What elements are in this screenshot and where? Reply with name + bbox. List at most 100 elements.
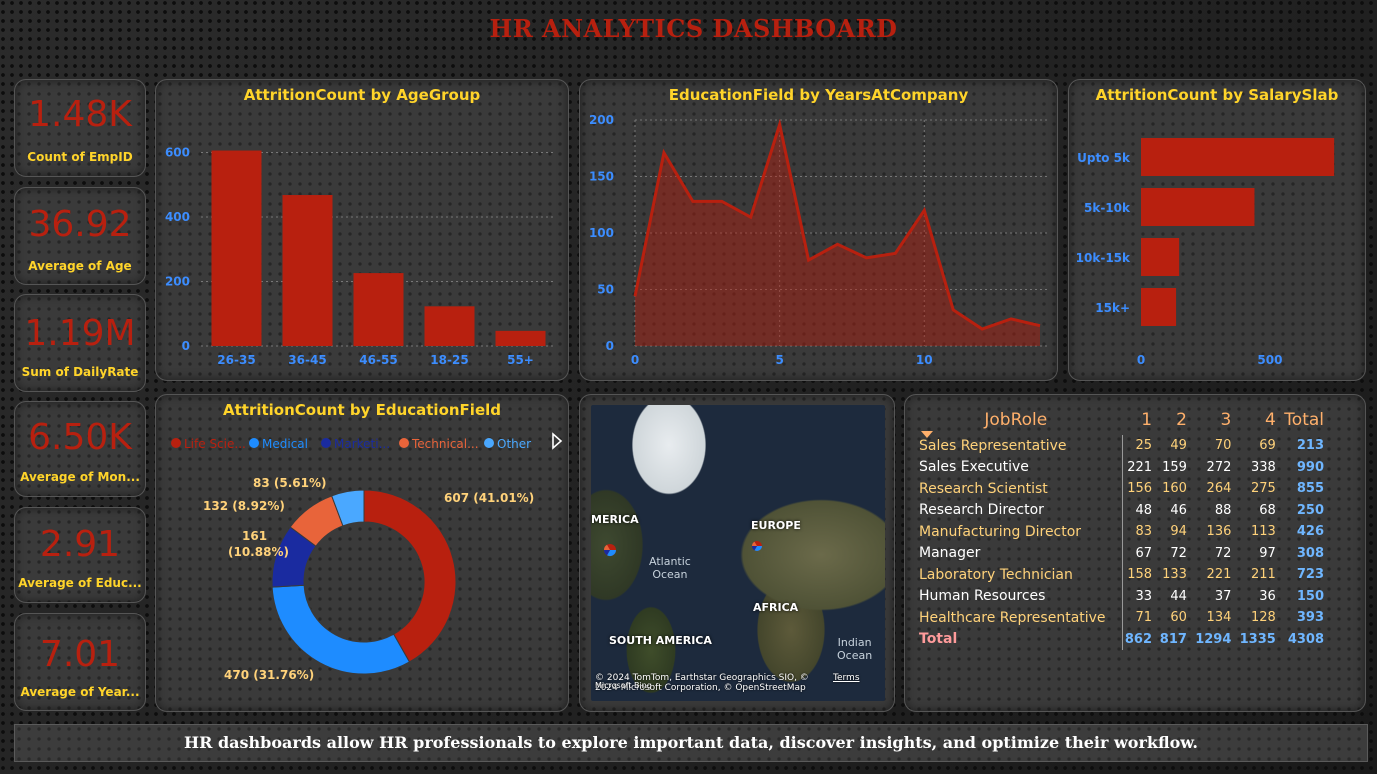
matrix-header-row: JobRole 1 2 3 4 Total bbox=[915, 405, 1330, 435]
matrix-total-value: 817 bbox=[1159, 631, 1187, 647]
matrix-row[interactable]: Sales Representative 25 49 70 69 213 bbox=[915, 435, 1330, 457]
matrix-header-total[interactable]: Total bbox=[1284, 410, 1324, 430]
matrix-cell-value: 213 bbox=[1296, 438, 1324, 454]
matrix-cell-jobrole: Manufacturing Director bbox=[915, 521, 1124, 543]
y-tick-label: 200 bbox=[589, 113, 614, 127]
kpi-label: Average of Educ... bbox=[18, 576, 142, 590]
kpi-card-count-empid[interactable]: 1.48K Count of EmpID bbox=[14, 79, 146, 177]
matrix-cell-value: 990 bbox=[1296, 459, 1324, 475]
y-tick-label: Upto 5k bbox=[1077, 151, 1131, 165]
kpi-card-average-education[interactable]: 2.91 Average of Educ... bbox=[14, 507, 146, 603]
matrix-cell-value: 308 bbox=[1296, 545, 1324, 561]
matrix-row[interactable]: Research Director 48 46 88 68 250 bbox=[915, 499, 1330, 521]
chart-title: AttritionCount by SalarySlab bbox=[1095, 86, 1339, 104]
sort-descending-icon[interactable] bbox=[921, 431, 933, 439]
matrix-cell-value: 855 bbox=[1296, 481, 1324, 497]
matrix-cell-value: 134 bbox=[1206, 610, 1232, 626]
matrix-row[interactable]: Human Resources 33 44 37 36 150 bbox=[915, 585, 1330, 607]
matrix-row[interactable]: Healthcare Representative 71 60 134 128 393 bbox=[915, 607, 1330, 629]
chart-attrition-by-agegroup[interactable]: AttritionCount by AgeGroup 0 200 400 600 26-… bbox=[155, 79, 569, 381]
matrix-cell-value: 160 bbox=[1162, 481, 1187, 497]
world-map[interactable]: MERICA EUROPE AFRICA SOUTH AMERICA Atlan… bbox=[591, 405, 885, 701]
matrix-header-2[interactable]: 2 bbox=[1176, 410, 1187, 430]
matrix-cell-value: 426 bbox=[1296, 524, 1324, 540]
matrix-header-jobrole[interactable]: JobRole bbox=[984, 410, 1048, 430]
kpi-card-average-monthly[interactable]: 6.50K Average of Mon... bbox=[14, 401, 146, 497]
matrix-cell-value: 221 bbox=[1206, 567, 1232, 583]
jobrole-matrix-panel[interactable]: JobRole 1 2 3 4 Total Sales Representati… bbox=[904, 394, 1366, 712]
map-label-africa: AFRICA bbox=[753, 601, 799, 614]
kpi-value: 6.50K bbox=[28, 417, 132, 458]
matrix-row[interactable]: Laboratory Technician 158 133 221 211 723 bbox=[915, 564, 1330, 586]
chart-title: AttritionCount by AgeGroup bbox=[243, 86, 481, 104]
kpi-label: Average of Age bbox=[28, 259, 132, 273]
map-panel[interactable]: MERICA EUROPE AFRICA SOUTH AMERICA Atlan… bbox=[579, 394, 895, 712]
matrix-total-value: 1335 bbox=[1239, 631, 1276, 647]
bar bbox=[495, 330, 546, 346]
kpi-label: Count of EmpID bbox=[27, 150, 133, 164]
footer-banner: HR dashboards allow HR professionals to … bbox=[14, 724, 1368, 762]
footer-text: HR dashboards allow HR professionals to … bbox=[184, 733, 1198, 752]
legend-next-icon bbox=[552, 432, 563, 450]
kpi-card-average-years[interactable]: 7.01 Average of Year... bbox=[14, 613, 146, 711]
bar bbox=[1141, 138, 1335, 176]
legend-label: Marketi... bbox=[334, 437, 390, 451]
matrix-cell-value: 94 bbox=[1170, 524, 1187, 540]
matrix-cell-value: 159 bbox=[1162, 459, 1187, 475]
matrix-row[interactable]: Manager 67 72 72 97 308 bbox=[915, 542, 1330, 564]
matrix-cell-value: 156 bbox=[1127, 481, 1153, 497]
matrix-cell-jobrole: Laboratory Technician bbox=[915, 564, 1124, 586]
legend-marker bbox=[399, 438, 409, 448]
matrix-header-1[interactable]: 1 bbox=[1141, 410, 1153, 430]
chart-attrition-by-salaryslab[interactable]: AttritionCount by SalarySlab Upto 5k 5k-1… bbox=[1068, 79, 1366, 381]
matrix-cell-value: 136 bbox=[1206, 524, 1232, 540]
kpi-card-average-age[interactable]: 36.92 Average of Age bbox=[14, 187, 146, 285]
map-terms-link[interactable]: Terms bbox=[833, 673, 860, 683]
jobrole-matrix[interactable]: JobRole 1 2 3 4 Total Sales Representati… bbox=[915, 405, 1330, 650]
matrix-cell-value: 211 bbox=[1250, 567, 1276, 583]
matrix-cell-value: 83 bbox=[1135, 524, 1153, 540]
matrix-total-row: Total 862 817 1294 1335 4308 bbox=[915, 628, 1330, 650]
matrix-cell-jobrole: Research Director bbox=[915, 499, 1124, 521]
data-label: 161 bbox=[242, 529, 267, 543]
kpi-label: Average of Mon... bbox=[20, 470, 140, 484]
matrix-cell-value: 158 bbox=[1127, 567, 1153, 583]
map-attribution-text: © 2024 TomTom, Earthstar Geographics SIO… bbox=[595, 673, 809, 693]
matrix-cell-value: 338 bbox=[1250, 459, 1276, 475]
matrix-header-3[interactable]: 3 bbox=[1220, 410, 1232, 430]
matrix-cell-value: 275 bbox=[1250, 481, 1276, 497]
matrix-cell-value: 393 bbox=[1296, 610, 1324, 626]
matrix-row[interactable]: Research Scientist 156 160 264 275 855 bbox=[915, 478, 1330, 500]
chart-title: AttritionCount by EducationField bbox=[223, 401, 501, 419]
chart-title: EducationField by YearsAtCompany bbox=[668, 86, 969, 104]
matrix-cell-jobrole: Manager bbox=[915, 542, 1124, 564]
matrix-cell-value: 44 bbox=[1170, 588, 1187, 604]
x-tick-label: 0 bbox=[631, 353, 639, 367]
kpi-value: 7.01 bbox=[39, 634, 121, 675]
y-tick-label: 100 bbox=[589, 226, 614, 240]
matrix-cell-jobrole: Healthcare Representative bbox=[915, 607, 1124, 629]
matrix-row[interactable]: Manufacturing Director 83 94 136 113 426 bbox=[915, 521, 1330, 543]
bar bbox=[353, 273, 404, 346]
map-pie-markers bbox=[604, 541, 762, 557]
y-tick-label: 200 bbox=[165, 274, 190, 288]
matrix-cell-value: 33 bbox=[1135, 588, 1153, 604]
y-tick-label: 10k-15k bbox=[1076, 251, 1131, 265]
chart-attrition-by-educationfield[interactable]: AttritionCount by EducationField Life Sc… bbox=[155, 394, 569, 712]
matrix-total-value: 4308 bbox=[1287, 631, 1324, 647]
kpi-card-sum-dailyrate[interactable]: 1.19M Sum of DailyRate bbox=[14, 294, 146, 392]
legend-label: Medical bbox=[262, 437, 308, 451]
legend-marker bbox=[321, 438, 331, 448]
matrix-cell-jobrole: Research Scientist bbox=[915, 478, 1124, 500]
matrix-row[interactable]: Sales Executive 221 159 272 338 990 bbox=[915, 456, 1330, 478]
chart-educationfield-by-years[interactable]: EducationField by YearsAtCompany 0 50 100 1… bbox=[579, 79, 1058, 381]
matrix-total-value: 1294 bbox=[1195, 631, 1232, 647]
matrix-cell-value: 723 bbox=[1296, 567, 1324, 583]
map-label-europe: EUROPE bbox=[751, 519, 801, 532]
matrix-header-4[interactable]: 4 bbox=[1264, 410, 1276, 430]
legend-label: Technical... bbox=[411, 437, 479, 451]
x-tick-label: 36-45 bbox=[288, 353, 326, 367]
bar bbox=[1141, 188, 1255, 226]
area-line bbox=[633, 118, 1041, 331]
kpi-label: Sum of DailyRate bbox=[21, 365, 139, 379]
